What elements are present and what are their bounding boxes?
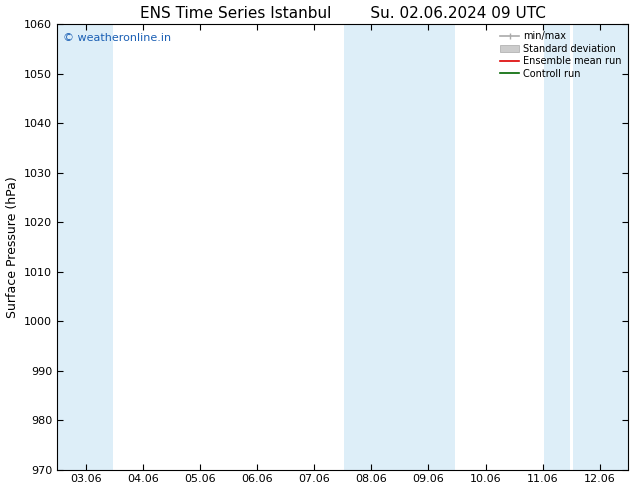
Bar bbox=[344, 24, 455, 469]
Title: ENS Time Series Istanbul        Su. 02.06.2024 09 UTC: ENS Time Series Istanbul Su. 02.06.2024 … bbox=[140, 5, 546, 21]
Legend: min/max, Standard deviation, Ensemble mean run, Controll run: min/max, Standard deviation, Ensemble me… bbox=[498, 29, 624, 80]
Text: © weatheronline.in: © weatheronline.in bbox=[63, 33, 171, 44]
Bar bbox=[57, 24, 112, 469]
Bar bbox=[545, 24, 569, 469]
Bar bbox=[573, 24, 628, 469]
Y-axis label: Surface Pressure (hPa): Surface Pressure (hPa) bbox=[6, 176, 18, 318]
